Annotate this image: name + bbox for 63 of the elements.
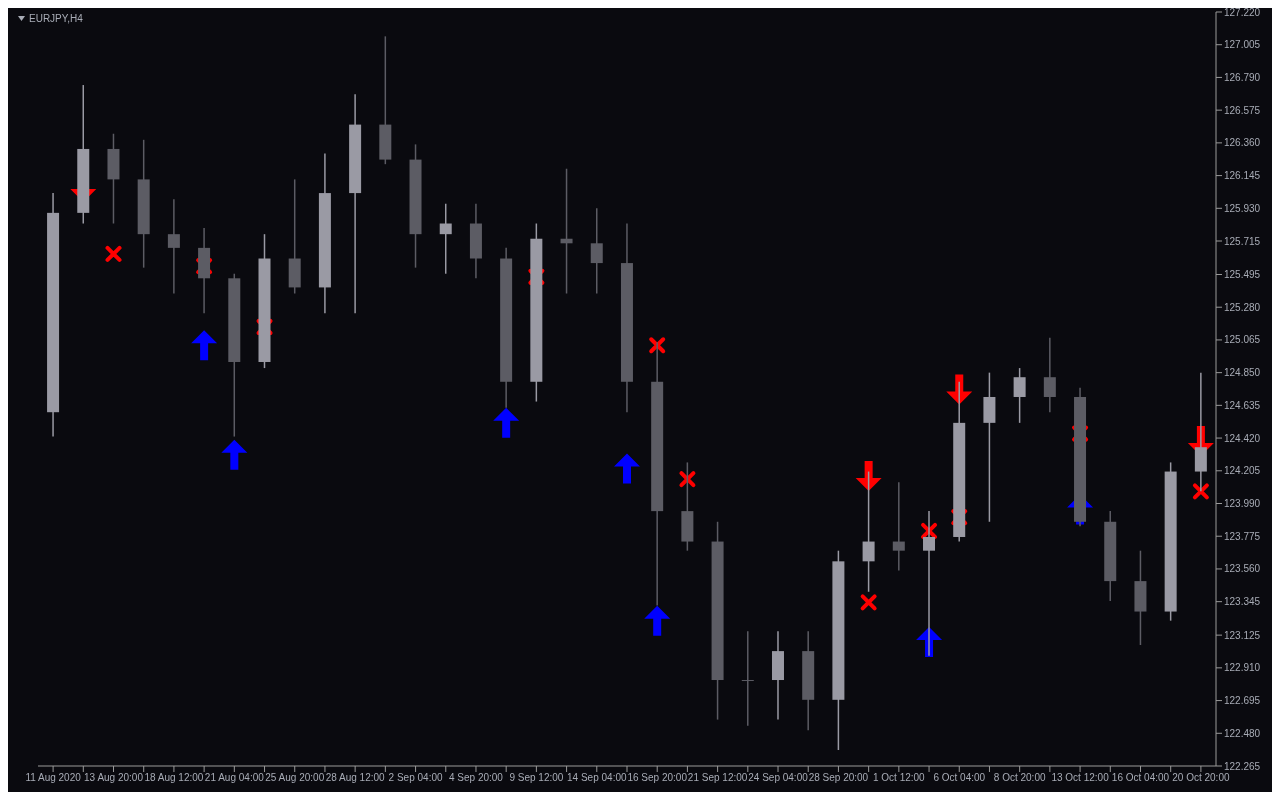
point	[614, 453, 640, 484]
point	[221, 439, 248, 470]
x-tick-label: 21 Sep 12:00	[687, 772, 748, 784]
y-tick-label: 123.775	[1224, 530, 1261, 542]
candlestick	[1043, 336, 1056, 413]
point	[105, 245, 122, 262]
x-tick-label: 18 Aug 12:00	[144, 772, 204, 784]
y-tick-label: 125.280	[1224, 301, 1261, 313]
candlestick	[892, 481, 905, 572]
candlestick	[862, 470, 875, 593]
x-tick-label: 28 Sep 20:00	[808, 772, 869, 784]
x-tick-label: 8 Oct 20:00	[993, 772, 1046, 784]
x-tick-label: 16 Oct 04:00	[1111, 772, 1170, 784]
candlestick	[439, 202, 452, 275]
y-tick-label: 123.125	[1224, 629, 1261, 641]
candlestick	[1013, 367, 1026, 424]
y-tick-label: 125.065	[1224, 334, 1261, 346]
y-tick-label: 126.790	[1224, 71, 1261, 83]
x-tick-label: 14 Sep 04:00	[567, 772, 627, 784]
point	[679, 471, 696, 488]
y-tick-label: 125.495	[1224, 269, 1261, 281]
y-tick-label: 127.005	[1224, 39, 1261, 51]
point	[191, 330, 218, 361]
x-tick-label: 2 Sep 04:00	[388, 772, 443, 784]
y-tick-label: 122.910	[1224, 662, 1261, 674]
x-tick-label: 25 Aug 20:00	[265, 772, 325, 784]
point	[855, 461, 882, 492]
candlestick	[167, 198, 180, 295]
x-tick-label: 4 Sep 20:00	[449, 772, 504, 784]
y-tick-label: 124.205	[1224, 465, 1261, 477]
x-tick-label: 21 Aug 04:00	[204, 772, 265, 784]
y-tick-label: 125.930	[1224, 202, 1261, 214]
point	[1192, 483, 1209, 500]
y-tick-label: 122.480	[1224, 727, 1261, 739]
x-tick-label: 13 Oct 12:00	[1051, 772, 1110, 784]
x-tick-label: 24 Sep 04:00	[748, 772, 809, 784]
y-tick-label: 125.715	[1224, 235, 1261, 247]
candlestick	[590, 207, 603, 295]
x-tick-label: 16 Sep 20:00	[627, 772, 688, 784]
point	[644, 605, 671, 636]
y-tick-label: 124.420	[1224, 432, 1261, 444]
x-tick-label: 6 Oct 04:00	[933, 772, 986, 784]
y-tick-label: 124.635	[1224, 399, 1261, 411]
y-tick-label: 126.360	[1224, 137, 1261, 149]
x-tick-label: 13 Aug 20:00	[84, 772, 144, 784]
y-tick-label: 123.345	[1224, 596, 1261, 608]
point	[493, 407, 520, 438]
y-tick-label: 124.850	[1224, 367, 1261, 379]
x-tick-label: 1 Oct 12:00	[872, 772, 926, 784]
x-tick-label: 11 Aug 2020	[25, 772, 82, 784]
y-tick-label: 127.220	[1224, 6, 1261, 18]
y-tick-label: 126.145	[1224, 170, 1261, 182]
chart-title: EURJPY,H4	[29, 13, 83, 24]
point	[860, 594, 877, 611]
x-tick-label: 9 Sep 12:00	[509, 772, 564, 784]
x-tick-label: 28 Aug 12:00	[325, 772, 386, 784]
y-tick-label: 126.575	[1224, 104, 1261, 116]
y-tick-label: 122.695	[1224, 695, 1261, 707]
x-tick-label: 20 Oct 20:00	[1172, 772, 1230, 784]
y-tick-label: 122.265	[1224, 760, 1261, 772]
y-tick-label: 123.990	[1224, 498, 1261, 510]
y-tick-label: 123.560	[1224, 563, 1261, 575]
candlestick	[741, 630, 754, 727]
